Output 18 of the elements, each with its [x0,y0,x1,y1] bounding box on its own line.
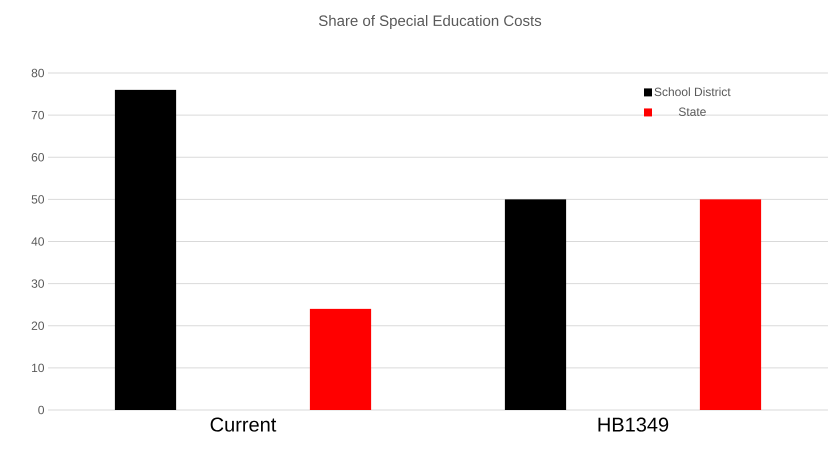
y-tick-label: 0 [38,406,44,414]
y-tick-label: 50 [32,195,44,204]
bar [700,199,762,410]
y-tick-label: 30 [32,279,44,288]
y-tick-label: 70 [32,110,44,120]
bar [504,199,566,410]
y-tick-label: 80 [32,68,44,78]
chart-title: Share of Special Education Costs [318,15,542,29]
x-tick-label: HB1349 [598,418,668,432]
y-tick-label: 40 [31,237,44,246]
y-tick-label: 60 [32,153,44,162]
y-tick-label: 20 [32,321,44,330]
bar [114,90,176,410]
x-tick-label: Current [210,418,276,432]
bar [310,308,372,410]
y-tick-label: 10 [32,364,44,372]
legend-label: School District [654,87,731,96]
legend-label: State [678,108,706,116]
